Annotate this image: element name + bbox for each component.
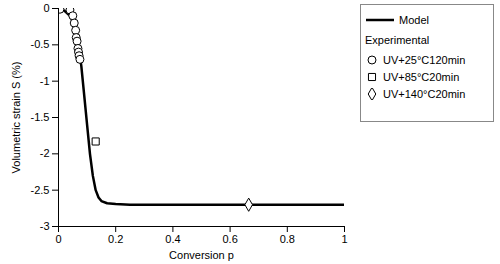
svg-text:0.4: 0.4 xyxy=(165,233,180,245)
svg-text:0.2: 0.2 xyxy=(108,233,123,245)
svg-text:Conversion p: Conversion p xyxy=(169,249,234,261)
svg-text:0.6: 0.6 xyxy=(222,233,237,245)
html-text:UV+85°C20min: UV+85°C20min xyxy=(383,70,460,83)
svg-text:-2: -2 xyxy=(40,147,50,159)
svg-text:-3: -3 xyxy=(40,220,50,232)
svg-text:0: 0 xyxy=(55,233,61,245)
html-text:Model: Model xyxy=(399,13,429,26)
html-text:Experimental: Experimental xyxy=(365,34,430,46)
svg-text:1: 1 xyxy=(341,233,347,245)
svg-text:-1.5: -1.5 xyxy=(31,111,50,123)
svg-text:0: 0 xyxy=(43,2,49,14)
svg-text:0.8: 0.8 xyxy=(280,233,295,245)
html-text:UV+25°C120min: UV+25°C120min xyxy=(383,53,466,66)
html-text:UV+140°C20min: UV+140°C20min xyxy=(383,87,466,100)
svg-text:-0.5: -0.5 xyxy=(31,38,50,50)
svg-text:-2.5: -2.5 xyxy=(31,184,50,196)
svg-text:Volumetric strain S (%): Volumetric strain S (%) xyxy=(10,62,22,174)
svg-text:-1: -1 xyxy=(40,75,50,87)
